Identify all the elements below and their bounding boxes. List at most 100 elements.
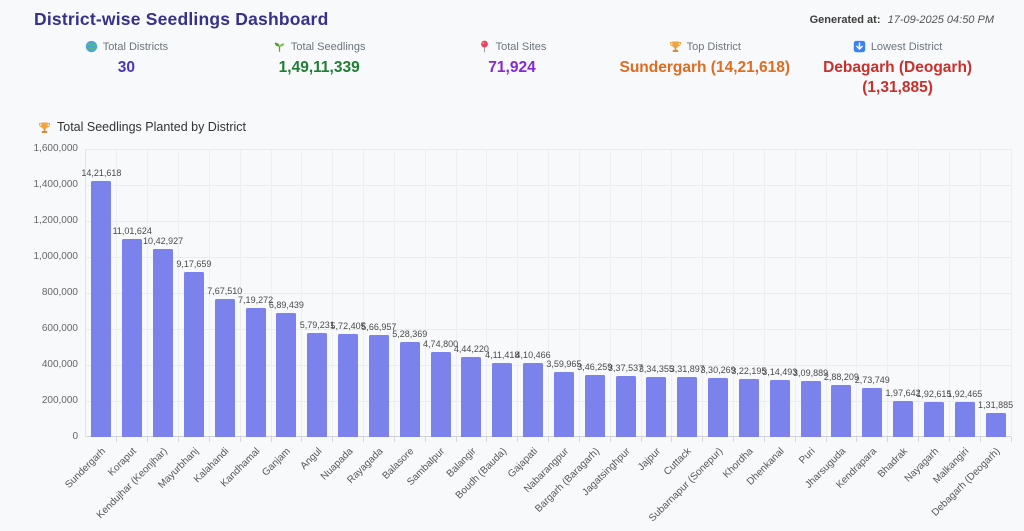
bar-khordha[interactable] [738, 379, 759, 437]
bar-kendujhar-keonjhar-[interactable] [153, 249, 174, 437]
bar-ganjam[interactable] [276, 312, 297, 437]
v-gridline [671, 149, 673, 437]
bar-subarnapur-sonepur-[interactable] [708, 377, 729, 437]
bar-jagatsinghpur[interactable] [615, 376, 636, 437]
bar-value-label: 4,11,418 [485, 349, 520, 360]
x-tick-mark [733, 437, 734, 442]
x-axis-label: Sundergarh [63, 446, 109, 491]
x-tick-mark [825, 437, 827, 442]
v-gridline [517, 149, 519, 437]
bar-debagarh-deogarh-[interactable] [985, 413, 1006, 437]
bar-value-label: 4,10,466 [515, 350, 551, 361]
bar-kandhamal[interactable] [245, 307, 266, 437]
v-gridline [918, 149, 919, 437]
x-tick-mark [948, 437, 950, 442]
bar-kendrapara[interactable] [862, 387, 883, 437]
x-tick-mark [270, 437, 272, 442]
stat-label: Top District [608, 40, 801, 53]
bar-bargarh-baragarh-[interactable] [584, 374, 605, 437]
bar-koraput[interactable] [122, 238, 143, 437]
bar-angul[interactable] [307, 332, 328, 437]
stat-card-lowest-district: Lowest District Debagarh (Deogarh) (1,31,8… [801, 40, 994, 106]
bar-boudh-bauda-[interactable] [492, 362, 513, 437]
bar-value-label: 3,09,889 [793, 368, 829, 379]
bar-value-label: 3,22,195 [731, 366, 767, 377]
v-gridline [548, 149, 549, 437]
x-tick-mark [887, 437, 889, 442]
x-axis-line [86, 436, 1011, 437]
bar-balangir[interactable] [461, 357, 482, 437]
bar-value-label: 3,34,355 [638, 363, 674, 374]
chart-section: Total Seedlings Planted by District 0 200… [0, 118, 1024, 524]
x-axis-label: Jajpur [636, 446, 664, 474]
bar-value-label: 5,28,369 [392, 328, 428, 339]
bar-dhenkanal[interactable] [769, 380, 790, 437]
bar-value-label: 1,92,615 [916, 389, 952, 400]
globe-icon [85, 40, 98, 53]
v-gridline [733, 149, 734, 437]
bar-value-label: 4,74,800 [423, 338, 459, 349]
stat-value: Debagarh (Deogarh) (1,31,885) [801, 58, 994, 98]
stat-card-total-sites: Total Sites 71,924 [416, 40, 609, 106]
stat-value-line2: (1,31,885) [862, 79, 933, 97]
bar-value-label: 7,67,510 [207, 285, 243, 296]
stats-row: Total Districts 30 Total Seedlings 1,49,11,… [0, 30, 1024, 106]
v-gridline [640, 149, 642, 437]
bar-sundergarh[interactable] [91, 181, 112, 437]
y-tick-label: 800,000 [41, 287, 78, 298]
bar-value-label: 2,73,749 [854, 374, 890, 385]
bar-rayagada[interactable] [368, 334, 389, 437]
v-gridline [825, 149, 827, 437]
bar-nuapada[interactable] [338, 333, 359, 437]
down-arrow-icon [853, 40, 866, 53]
bar-value-label: 10,42,927 [143, 236, 184, 247]
v-gridline [578, 149, 580, 437]
x-tick-mark [393, 437, 395, 442]
bar-cuttack[interactable] [677, 377, 698, 437]
bar-puri[interactable] [800, 381, 821, 437]
bar-bhadrak[interactable] [893, 401, 914, 437]
bar-jharsuguda[interactable] [831, 385, 852, 437]
stat-value: 30 [117, 59, 136, 76]
bar-value-label: 1,31,885 [978, 400, 1014, 411]
y-tick-label: 600,000 [41, 323, 78, 334]
x-tick-mark [640, 437, 642, 442]
chart-title: Total Seedlings Planted by District [38, 120, 246, 134]
bar-value-label: 5,79,231 [299, 319, 335, 330]
x-tick-mark [856, 437, 858, 442]
stat-value: 1,49,11,339 [278, 59, 360, 76]
y-tick-label: 1,000,000 [33, 251, 79, 262]
v-gridline [794, 149, 796, 437]
v-gridline [609, 149, 611, 437]
bar-balasore[interactable] [399, 341, 420, 437]
x-tick-mark [363, 437, 364, 442]
pin-icon [478, 40, 491, 53]
x-tick-mark [301, 437, 303, 442]
x-tick-mark [548, 437, 549, 442]
bar-nayagarh[interactable] [923, 402, 944, 437]
bar-value-label: 5,72,405 [330, 320, 366, 331]
stat-label-text: Lowest District [870, 40, 943, 53]
bar-nabarangpur[interactable] [553, 372, 574, 437]
bar-gajapati[interactable] [523, 363, 544, 437]
bar-kalahandi[interactable] [214, 298, 235, 437]
y-tick-label: 1,200,000 [33, 215, 79, 226]
bar-jajpur[interactable] [646, 376, 667, 437]
bar-sambalpur[interactable] [430, 351, 451, 437]
x-tick-mark [116, 437, 118, 442]
bar-value-label: 7,19,272 [238, 294, 274, 305]
v-gridline [270, 149, 272, 437]
x-tick-mark [794, 437, 796, 442]
bar-malkangiri[interactable] [954, 402, 975, 437]
bar-value-label: 11,01,624 [112, 225, 152, 236]
v-gridline [1010, 149, 1012, 437]
bar-mayurbhanj[interactable] [183, 271, 204, 437]
y-tick-label: 0 [72, 431, 78, 442]
stat-card-top-district: Top District Sundergarh (14,21,618) [608, 40, 801, 106]
stat-value: Sundergarh (14,21,618) [619, 59, 791, 76]
x-tick-mark [178, 437, 179, 442]
bar-value-label: 5,66,957 [361, 321, 397, 332]
v-gridline [208, 149, 210, 437]
stat-label: Total Seedlings [223, 40, 416, 53]
bar-chart-plot: 14,21,618 11,01,624 10,42,927 9,17,659 7,67,… [81, 148, 1014, 442]
